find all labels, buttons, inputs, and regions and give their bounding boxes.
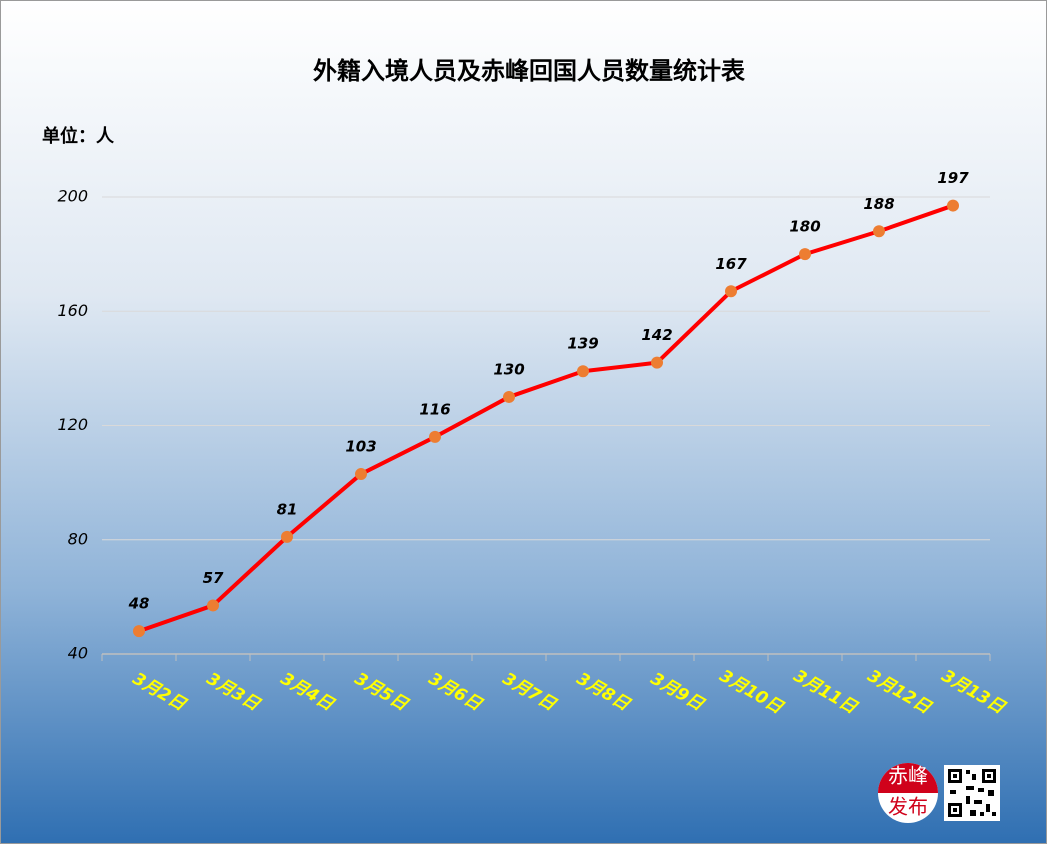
data-label: 180 [789, 218, 820, 236]
y-tick-label: 120 [57, 415, 88, 434]
y-unit-label: 单位：人 [42, 125, 115, 147]
data-point [355, 468, 367, 481]
data-point [429, 430, 441, 443]
data-label: 167 [715, 255, 747, 273]
data-label: 130 [493, 360, 524, 378]
data-label: 139 [567, 335, 598, 353]
y-tick-label: 200 [57, 187, 88, 206]
y-tick-label: 160 [57, 301, 88, 320]
qr-pattern [948, 769, 996, 817]
data-label: 81 [277, 500, 298, 518]
data-label: 57 [203, 569, 224, 587]
data-label: 197 [937, 169, 969, 187]
logo-text: 发布 [888, 795, 928, 819]
data-point [799, 248, 811, 261]
logo-top [878, 763, 938, 793]
data-point [725, 285, 737, 298]
data-point [947, 199, 959, 212]
data-point [207, 599, 219, 612]
data-point [503, 390, 515, 403]
data-label: 116 [419, 400, 450, 418]
data-label: 48 [128, 595, 150, 613]
data-label: 103 [345, 438, 376, 456]
y-tick-label: 80 [68, 529, 88, 548]
data-point [281, 530, 293, 543]
data-point [577, 365, 589, 378]
data-label: 142 [641, 326, 672, 344]
logo: 赤峰 发布 [878, 763, 1000, 823]
logo-text: 赤峰 [888, 764, 928, 788]
data-line [138, 203, 954, 634]
data-point [651, 356, 663, 369]
data-point [133, 625, 145, 638]
chart-title: 外籍入境人员及赤峰回国人员数量统计表 [313, 57, 746, 85]
y-tick-label: 40 [68, 644, 88, 663]
data-label: 188 [863, 195, 894, 213]
data-point [873, 225, 885, 238]
